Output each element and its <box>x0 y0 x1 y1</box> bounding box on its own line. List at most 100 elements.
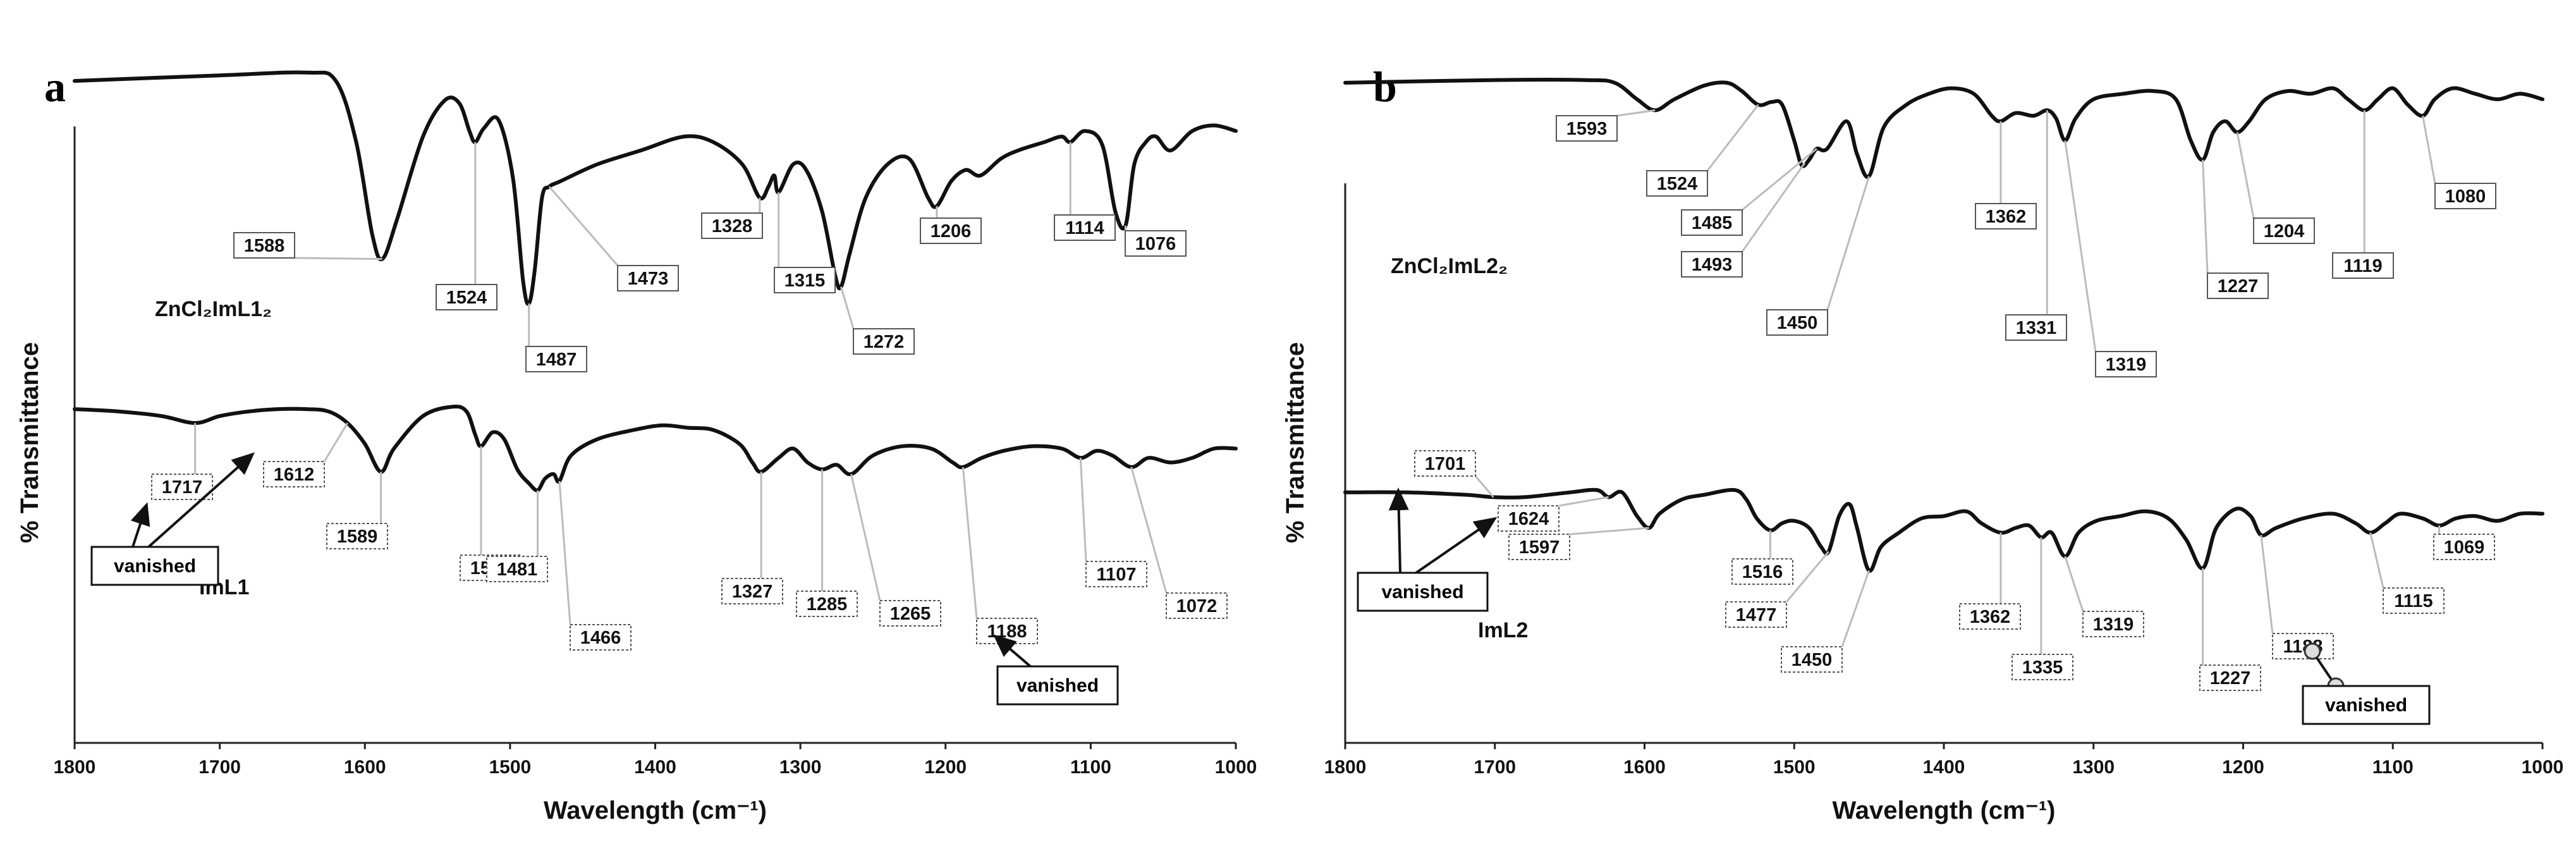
peak-leader-line <box>558 481 571 625</box>
peak-label-box <box>436 284 497 310</box>
vanished-note: vanished <box>2325 695 2407 716</box>
peak-label-box <box>2332 252 2394 279</box>
peak-leader-line <box>1130 467 1168 594</box>
y-axis-title: % Transmittance <box>1281 342 1309 543</box>
x-tick-label: 1100 <box>1070 757 1111 778</box>
peak-label-box <box>2383 587 2445 614</box>
peak-label: 1188 <box>987 621 1027 642</box>
peak-label-box <box>1681 251 1743 278</box>
peak-label-box <box>1646 170 1708 197</box>
peak-label: 1272 <box>864 332 905 352</box>
peak-label: 1450 <box>1792 650 1833 670</box>
peak-leader-line <box>294 257 382 260</box>
x-tick-label: 1600 <box>344 757 386 778</box>
peak-leader-line <box>850 474 881 601</box>
peak-label-box <box>570 624 632 651</box>
x-tick-label: 1200 <box>2222 757 2264 778</box>
x-tick-label: 1700 <box>198 757 241 778</box>
peak-label: 1315 <box>784 271 826 291</box>
peak-label-box <box>1508 534 1570 560</box>
peak-label: 1335 <box>2022 658 2063 678</box>
peak-label-box <box>774 267 836 293</box>
peak-leader-line <box>2064 140 2097 352</box>
peak-label-box <box>1681 209 1743 236</box>
peak-label-box <box>2253 217 2315 244</box>
peak-label-box <box>2011 654 2073 680</box>
y-axis-title: % Transmittance <box>16 342 44 543</box>
vanished-note-box <box>996 665 1119 706</box>
peak-label: 1362 <box>1986 207 2027 227</box>
peak-leader-line <box>961 467 978 619</box>
peak-leader-line <box>1785 551 1829 603</box>
peak-label-box <box>1781 646 1843 673</box>
peak-label: 1612 <box>274 465 315 485</box>
peak-leader-line <box>1706 104 1759 171</box>
peak-leader-line <box>2064 556 2084 612</box>
peak-label: 1204 <box>2264 221 2305 242</box>
vanished-arrow <box>1388 487 1409 573</box>
peak-label-box <box>2005 314 2067 341</box>
x-tick-label: 1400 <box>634 757 676 778</box>
spectrum-line-complex <box>73 70 1238 306</box>
peak-leader-line <box>839 286 855 329</box>
peak-leader-line <box>2369 532 2384 589</box>
vanished-arrow <box>1415 517 1498 574</box>
x-tick-label: 1700 <box>1474 757 1516 778</box>
peak-label: 1516 <box>1742 562 1783 582</box>
peak-label: 1227 <box>2210 668 2251 689</box>
peak-label-box <box>1414 450 1476 477</box>
peak-label-box <box>1498 505 1560 532</box>
x-tick-label: 1200 <box>924 757 967 778</box>
x-tick-label: 1800 <box>54 757 96 778</box>
peak-label: 1115 <box>2394 591 2433 611</box>
peak-label-box <box>2272 633 2334 659</box>
peak-label: 1327 <box>732 582 773 602</box>
peak-label-box <box>1975 203 2037 230</box>
peak-label: 1285 <box>807 594 848 615</box>
vanished-note: vanished <box>1381 582 1463 603</box>
peak-label: 1473 <box>628 269 669 289</box>
peak-label-box <box>1731 558 1793 585</box>
peak-leader-line <box>1841 570 1871 647</box>
peak-label-box <box>879 600 941 627</box>
spectrum-line-ligand <box>1343 487 2544 573</box>
peak-label: 1080 <box>2445 187 2486 207</box>
panel-b-chart: b 1800 1700 1600 1500 1400 1300 1200 1100 1000 Wav… <box>1281 63 2563 824</box>
x-tick-label: 1500 <box>1773 757 1816 778</box>
peak-label: 1331 <box>2016 318 2057 338</box>
peak-label-box <box>1085 561 1147 587</box>
peak-label-box <box>701 212 763 239</box>
peak-label-box <box>486 556 548 582</box>
peak-label: 1481 <box>497 560 538 580</box>
peak-leader-line <box>2202 159 2209 274</box>
peak-label: 1072 <box>1176 596 1218 616</box>
peak-leader-line <box>2422 115 2436 184</box>
peak-leader-line <box>2236 132 2255 219</box>
peak-label-box <box>326 523 388 549</box>
x-axis-title: Wavelength (cm⁻¹) <box>1833 797 2056 824</box>
x-axis-title: Wavelength (cm⁻¹) <box>544 797 767 824</box>
peak-label-box <box>2095 351 2157 377</box>
peak-label: 1119 <box>2343 256 2382 276</box>
peak-label-box <box>617 265 679 291</box>
peak-label-box <box>796 591 858 617</box>
x-tick-label: 1400 <box>1923 757 1965 778</box>
peak-leader-line <box>548 186 619 266</box>
peak-label: 1524 <box>1657 174 1698 194</box>
panel-letter: a <box>44 63 66 111</box>
vanished-note-box <box>90 546 219 586</box>
vanished-note: vanished <box>1016 675 1099 696</box>
series-name: ZnCl₂ImL2₂ <box>1391 254 1508 278</box>
vanished-arrow <box>992 634 1032 668</box>
peak-label-box <box>2199 664 2261 691</box>
peak-label-box <box>853 328 915 355</box>
spectrum-line-complex <box>1343 78 2544 179</box>
peak-label-box <box>2207 272 2269 299</box>
peak-leader-line <box>1741 162 1806 252</box>
peak-leader-line <box>2260 535 2274 634</box>
vanished-arrow <box>130 502 150 548</box>
peak-label: 1450 <box>1777 313 1818 333</box>
x-tick-label: 1100 <box>2372 757 2414 778</box>
peak-label: 1076 <box>1135 234 1176 254</box>
